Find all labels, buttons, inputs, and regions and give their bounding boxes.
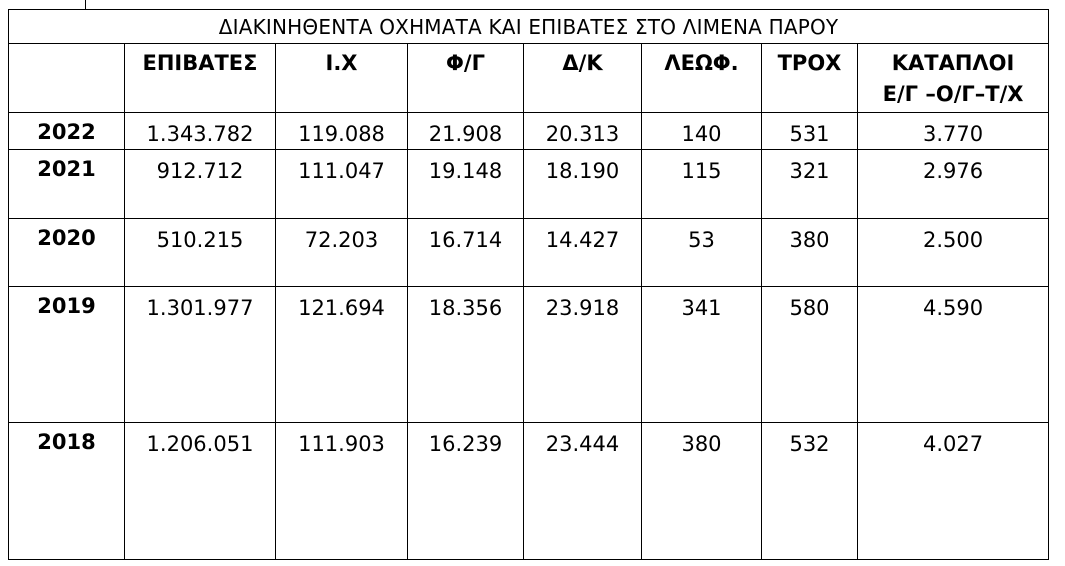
- header-row: ΕΠΙΒΑΤΕΣ Ι.Χ Φ/Γ Δ/Κ ΛΕΩΦ. ΤΡΟΧ ΚΑΤΑΠΛΟΙ…: [8, 43, 1050, 113]
- value-cell: 18.190: [523, 149, 642, 219]
- value-cell: 23.918: [523, 286, 642, 423]
- header-buses: ΛΕΩΦ.: [641, 43, 762, 113]
- value-cell: 912.712: [124, 149, 276, 219]
- value-cell: 111.047: [275, 149, 408, 219]
- value-cell: 140: [641, 112, 762, 150]
- value-cell: 16.714: [407, 218, 524, 287]
- year-cell: 2018: [8, 422, 125, 560]
- value-cell: 341: [641, 286, 762, 423]
- header-arrivals: ΚΑΤΑΠΛΟΙ Ε/Γ –Ο/Γ–Τ/Χ: [856, 43, 1050, 113]
- value-cell: 53: [641, 218, 762, 287]
- year-cell: 2021: [8, 149, 125, 219]
- value-cell: 18.356: [407, 286, 524, 423]
- value-cell: 380: [761, 218, 858, 287]
- value-cell: 1.206.051: [124, 422, 276, 560]
- header-trucks: Φ/Γ: [407, 43, 524, 113]
- year-cell: 2022: [8, 112, 125, 150]
- value-cell: 531: [761, 112, 858, 150]
- value-cell: 3.770: [856, 112, 1050, 150]
- value-cell: 4.590: [856, 286, 1050, 423]
- header-passengers: ΕΠΙΒΑΤΕΣ: [124, 43, 276, 113]
- value-cell: 2.976: [856, 149, 1050, 219]
- header-label: Φ/Γ: [446, 51, 485, 75]
- value-cell: 532: [761, 422, 858, 560]
- header-label: ΛΕΩΦ.: [664, 51, 739, 75]
- value-cell: 119.088: [275, 112, 408, 150]
- value-cell: 4.027: [856, 422, 1050, 560]
- port-traffic-table: ΔΙΑΚΙΝΗΘΕΝΤΑ ΟΧΗΜΑΤΑ ΚΑΙ ΕΠΙΒΑΤΕΣ ΣΤΟ ΛΙ…: [7, 9, 1050, 560]
- table-body: 2022 1.343.782 119.088 21.908 20.313 140 531 3.…: [8, 112, 1050, 560]
- header-label: ΕΠΙΒΑΤΕΣ: [142, 51, 258, 75]
- value-cell: 121.694: [275, 286, 408, 423]
- header-label: Δ/Κ: [562, 51, 603, 75]
- header-label: ΚΑΤΑΠΛΟΙ: [891, 51, 1015, 75]
- header-label: ΤΡΟΧ: [777, 51, 842, 75]
- value-cell: 115: [641, 149, 762, 219]
- value-cell: 72.203: [275, 218, 408, 287]
- value-cell: 1.301.977: [124, 286, 276, 423]
- header-year-corner: [8, 43, 125, 113]
- header-tankers: Δ/Κ: [523, 43, 642, 113]
- table-row: 2021 912.712 111.047 19.148 18.190 115 321 2.97…: [8, 149, 1050, 219]
- table-row: 2022 1.343.782 119.088 21.908 20.313 140 531 3.…: [8, 112, 1050, 150]
- page-edge-tick: [85, 0, 86, 9]
- value-cell: 580: [761, 286, 858, 423]
- value-cell: 321: [761, 149, 858, 219]
- header-private-cars: Ι.Χ: [275, 43, 408, 113]
- value-cell: 14.427: [523, 218, 642, 287]
- header-label: Ι.Χ: [325, 51, 358, 75]
- header-trailers: ΤΡΟΧ: [761, 43, 858, 113]
- value-cell: 1.343.782: [124, 112, 276, 150]
- value-cell: 21.908: [407, 112, 524, 150]
- year-cell: 2020: [8, 218, 125, 287]
- value-cell: 16.239: [407, 422, 524, 560]
- table-row: 2018 1.206.051 111.903 16.239 23.444 380 532 4.…: [8, 422, 1050, 560]
- value-cell: 380: [641, 422, 762, 560]
- header-label-sub: Ε/Γ –Ο/Γ–Τ/Χ: [882, 82, 1024, 106]
- year-cell: 2019: [8, 286, 125, 423]
- value-cell: 510.215: [124, 218, 276, 287]
- value-cell: 23.444: [523, 422, 642, 560]
- table-title: ΔΙΑΚΙΝΗΘΕΝΤΑ ΟΧΗΜΑΤΑ ΚΑΙ ΕΠΙΒΑΤΕΣ ΣΤΟ ΛΙ…: [7, 9, 1050, 44]
- value-cell: 2.500: [856, 218, 1050, 287]
- table-row: 2019 1.301.977 121.694 18.356 23.918 341 580 4.…: [8, 286, 1050, 423]
- value-cell: 20.313: [523, 112, 642, 150]
- value-cell: 111.903: [275, 422, 408, 560]
- value-cell: 19.148: [407, 149, 524, 219]
- table-row: 2020 510.215 72.203 16.714 14.427 53 380 2.500: [8, 218, 1050, 287]
